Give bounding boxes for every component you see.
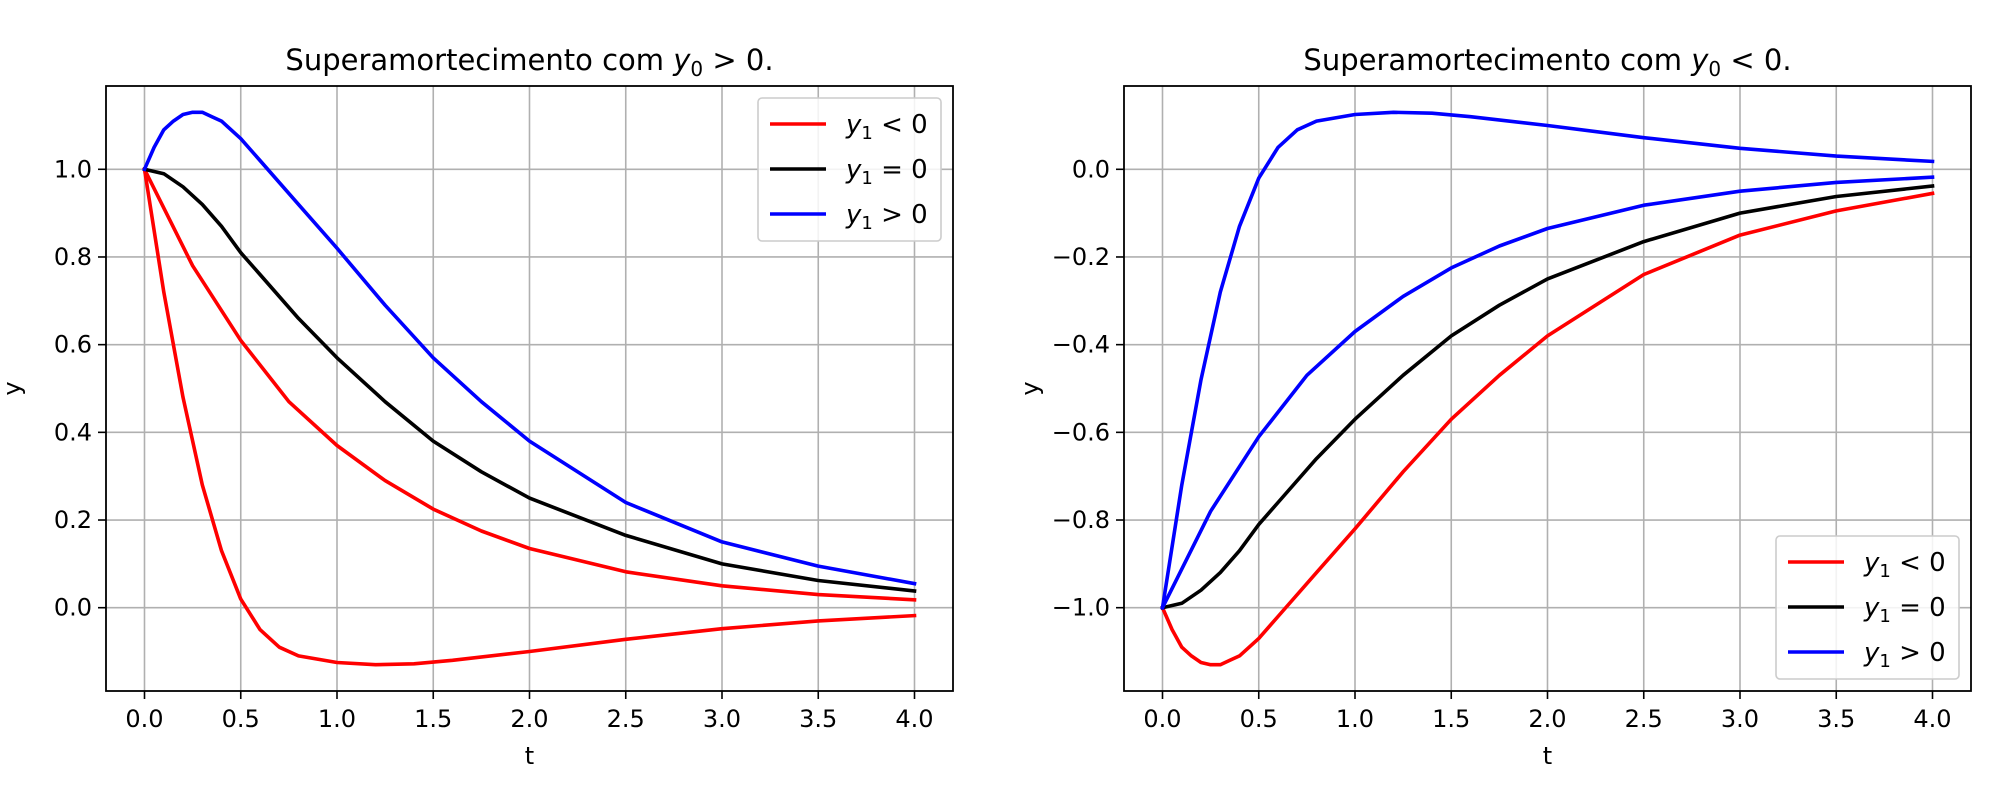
x-axis-label: t	[525, 742, 534, 770]
x-tick-label: 1.0	[318, 705, 356, 733]
y-tick-label: 0.6	[54, 331, 92, 359]
legend-math-var: y	[845, 155, 862, 185]
legend-math-var: y	[1863, 548, 1880, 578]
legend-entry-label: y1 > 0	[845, 200, 928, 234]
x-tick-label: 4.0	[1913, 705, 1951, 733]
series-line-4	[142, 110, 917, 586]
x-tick-label: 0.0	[125, 705, 163, 733]
y-tick-label: 0.0	[54, 594, 92, 622]
y-tick-label: 0.2	[54, 506, 92, 534]
y-tick-label: −0.8	[1052, 506, 1110, 534]
x-tick-label: 2.5	[1625, 705, 1663, 733]
series-line-4	[1160, 110, 1935, 610]
legend-math-sub: 1	[1879, 561, 1890, 582]
y-tick-label: −0.4	[1052, 331, 1110, 359]
x-tick-label: 4.0	[895, 705, 933, 733]
x-tick-label: 1.0	[1336, 705, 1374, 733]
legend-math-sub: 1	[1879, 651, 1890, 672]
legend-relation: = 0	[1891, 593, 1946, 623]
legend-entry-label: y1 = 0	[1863, 593, 1946, 627]
title-relation: < 0.	[1721, 43, 1791, 77]
x-tick-label: 3.0	[1721, 705, 1759, 733]
y-tick-label: −0.2	[1052, 243, 1110, 271]
legend-entry-label: y1 = 0	[845, 155, 928, 189]
legend-relation: < 0	[873, 110, 928, 140]
title-math-sub: 0	[1708, 57, 1721, 81]
x-tick-label: 0.5	[222, 705, 260, 733]
legend-box	[757, 97, 942, 242]
x-tick-label: 2.0	[510, 705, 548, 733]
title-text: Superamortecimento com	[285, 43, 673, 77]
x-tick-label: 3.5	[1817, 705, 1855, 733]
title-math-sub: 0	[690, 57, 703, 81]
legend-relation: > 0	[1891, 638, 1946, 668]
title-math-var: y	[1690, 43, 1709, 77]
x-tick-label: 1.5	[414, 705, 452, 733]
title-text: Superamortecimento com	[1303, 43, 1691, 77]
series-line-1	[142, 167, 917, 667]
title-math-var: y	[672, 43, 691, 77]
legend-math-sub: 1	[861, 168, 872, 189]
chart-title: Superamortecimento com y0 < 0.	[1303, 43, 1791, 81]
legend: y1 < 0y1 = 0y1 > 0	[757, 97, 942, 242]
chart-panel-2: 0.0 0.5 1.0 1.5 2.0 2.5 3.0 3.5 4.0 −1.0 −0.8 −0.6 −…	[1016, 43, 1972, 770]
legend: y1 < 0y1 = 0y1 > 0	[1775, 535, 1960, 680]
x-axis-label: t	[1543, 742, 1552, 770]
x-tick-label: 2.5	[607, 705, 645, 733]
y-tick-label: −1.0	[1052, 594, 1110, 622]
x-tick-label: 1.5	[1432, 705, 1470, 733]
legend-relation: = 0	[873, 155, 928, 185]
y-tick-label: −0.6	[1052, 418, 1110, 446]
chart-panel-1: 0.0 0.5 1.0 1.5 2.0 2.5 3.0 3.5 4.0 0.0 0.2 0.4 0.6 0…	[0, 43, 954, 770]
legend-relation: < 0	[1891, 548, 1946, 578]
legend-math-var: y	[845, 200, 862, 230]
x-tick-label: 3.5	[799, 705, 837, 733]
y-tick-label: 0.0	[1072, 155, 1110, 183]
x-tick-label: 2.0	[1528, 705, 1566, 733]
y-tick-label: 0.8	[54, 243, 92, 271]
legend-entry-label: y1 < 0	[845, 110, 928, 144]
legend-entry-label: y1 < 0	[1863, 548, 1946, 582]
series-line-2	[1160, 184, 1935, 610]
chart-title: Superamortecimento com y0 > 0.	[285, 43, 773, 81]
x-tick-label: 0.0	[1143, 705, 1181, 733]
legend-math-sub: 1	[861, 123, 872, 144]
legend-math-sub: 1	[861, 213, 872, 234]
legend-math-var: y	[1863, 638, 1880, 668]
y-axis-label: y	[0, 381, 26, 395]
legend-math-sub: 1	[1879, 606, 1890, 627]
legend-relation: > 0	[873, 200, 928, 230]
legend-math-var: y	[1863, 593, 1880, 623]
x-tick-label: 0.5	[1240, 705, 1278, 733]
series-line-2	[142, 166, 917, 602]
y-tick-label: 0.4	[54, 418, 92, 446]
legend-box	[1775, 535, 1960, 680]
title-relation: > 0.	[703, 43, 773, 77]
y-axis-label: y	[1016, 381, 1044, 395]
legend-entry-label: y1 > 0	[1863, 638, 1946, 672]
series-line-3	[1160, 175, 1935, 611]
y-tick-label: 1.0	[54, 155, 92, 183]
series-line-1	[1160, 191, 1935, 667]
x-tick-label: 3.0	[703, 705, 741, 733]
series-line-3	[142, 167, 917, 593]
legend-math-var: y	[845, 110, 862, 140]
